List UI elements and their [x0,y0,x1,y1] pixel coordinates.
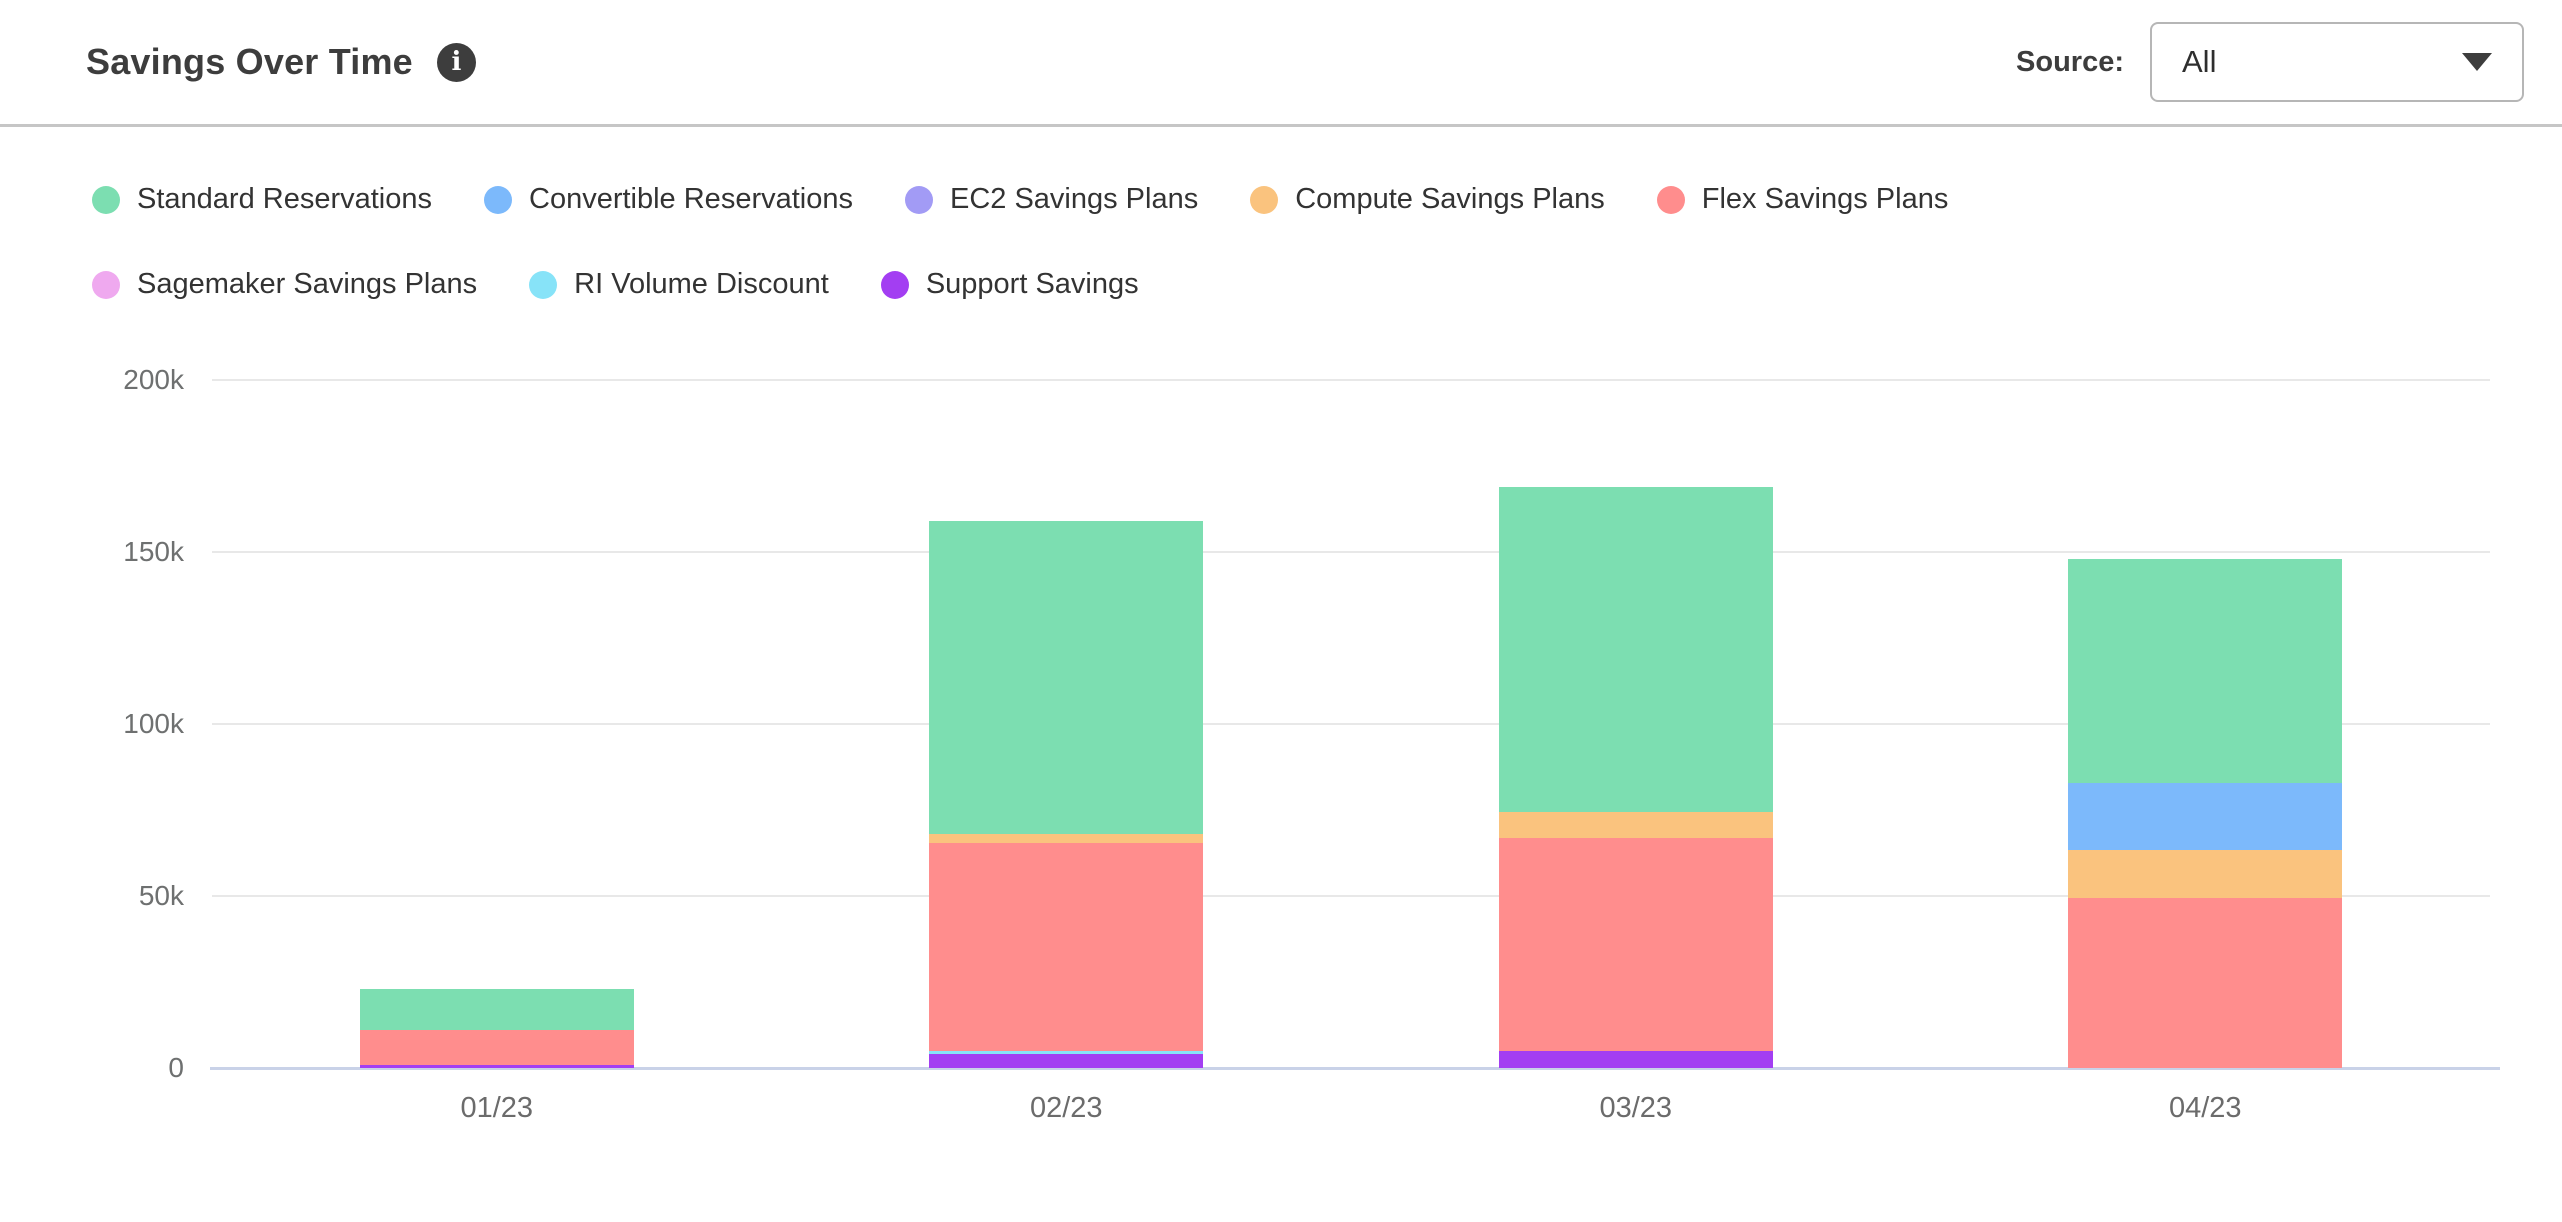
legend-item-label: Support Savings [925,268,1139,300]
bar-segment[interactable] [929,834,1204,843]
bar-segment[interactable] [359,1064,634,1068]
x-axis-line [210,1067,2500,1070]
y-tick-label: 100k [123,708,184,739]
bar-01-23 [359,988,634,1068]
y-tick-label: 0 [168,1052,184,1083]
legend-item-label: Standard Reservations [137,183,432,215]
chart-legend: Standard Reservations Convertible Reserv… [0,127,2562,301]
legend-swatch-icon [92,185,120,214]
bar-03-23 [1498,486,1773,1068]
legend-item-label: Flex Savings Plans [1701,183,1949,215]
legend-item-flex-savings-plans[interactable]: Flex Savings Plans [1656,183,1949,216]
source-dropdown[interactable]: All [2150,22,2524,102]
legend-item-ec2-savings-plans[interactable]: EC2 Savings Plans [904,183,1199,216]
legend-item-label: Compute Savings Plans [1295,183,1605,215]
info-icon[interactable]: i [436,42,476,82]
legend-item-label: RI Volume Discount [574,268,829,300]
plot-area: 0 50k 100k 150k 200k [123,364,2500,1083]
legend-item-label: EC2 Savings Plans [949,183,1199,215]
gridline [212,723,2490,725]
chevron-down-icon [2462,53,2492,71]
gridline [212,895,2490,897]
legend-swatch-icon [1250,185,1279,214]
bar-segment[interactable] [1498,811,1773,838]
gridline [212,379,2490,381]
x-tick-label: 01/23 [460,1092,534,1124]
bar-segment[interactable] [929,521,1204,835]
bar-segment[interactable] [1498,1050,1773,1068]
legend-item-label: Convertible Reservations [529,183,853,215]
y-tick-label: 150k [123,536,184,567]
x-tick-label: 02/23 [1029,1092,1103,1124]
source-dropdown-value: All [2182,44,2217,79]
page-title: Savings Over Time [86,41,413,82]
x-tick-label: 04/23 [2168,1092,2242,1124]
legend-item-sagemaker-savings-plans[interactable]: Sagemaker Savings Plans [92,268,477,301]
source-control: Source: All [2016,22,2524,102]
bar-segment[interactable] [1498,486,1773,812]
legend-swatch-icon [880,270,909,299]
legend-item-support-savings[interactable]: Support Savings [880,268,1139,301]
bar-segment[interactable] [359,988,634,1031]
legend-item-ri-volume-discount[interactable]: RI Volume Discount [529,268,829,301]
bar-segment[interactable] [929,842,1204,1051]
y-tick-label: 50k [138,880,184,911]
bar-segment[interactable] [1498,837,1773,1051]
bar-segment[interactable] [2068,782,2343,850]
y-tick-label: 200k [123,364,184,395]
legend-swatch-icon [529,270,558,299]
legend-item-label: Sagemaker Savings Plans [137,268,478,300]
gridline [212,551,2490,553]
bar-04-23 [2068,558,2343,1068]
stacked-bar-chart: 0 50k 100k 150k 200k 01/23 02/23 03/23 04/23 [123,364,2500,1125]
legend-swatch-icon [904,185,933,214]
bar-02-23 [929,521,1204,1068]
bar-segment[interactable] [929,1054,1204,1068]
legend-item-compute-savings-plans[interactable]: Compute Savings Plans [1250,183,1605,216]
bar-segment[interactable] [359,1030,634,1065]
legend-swatch-icon [1656,185,1685,214]
legend-swatch-icon [484,185,512,214]
legend-item-convertible-reservations[interactable]: Convertible Reservations [484,183,853,216]
bar-segment[interactable] [2068,849,2343,898]
bar-segment[interactable] [2068,558,2343,783]
legend-swatch-icon [92,270,120,299]
legend-item-standard-reservations[interactable]: Standard Reservations [92,183,432,216]
x-tick-label: 03/23 [1599,1092,1673,1124]
bar-segment[interactable] [929,1050,1204,1055]
bar-segment[interactable] [2068,897,2343,1068]
source-label: Source: [2016,45,2124,78]
panel-header: Savings Over Time i Source: All [0,0,2562,127]
